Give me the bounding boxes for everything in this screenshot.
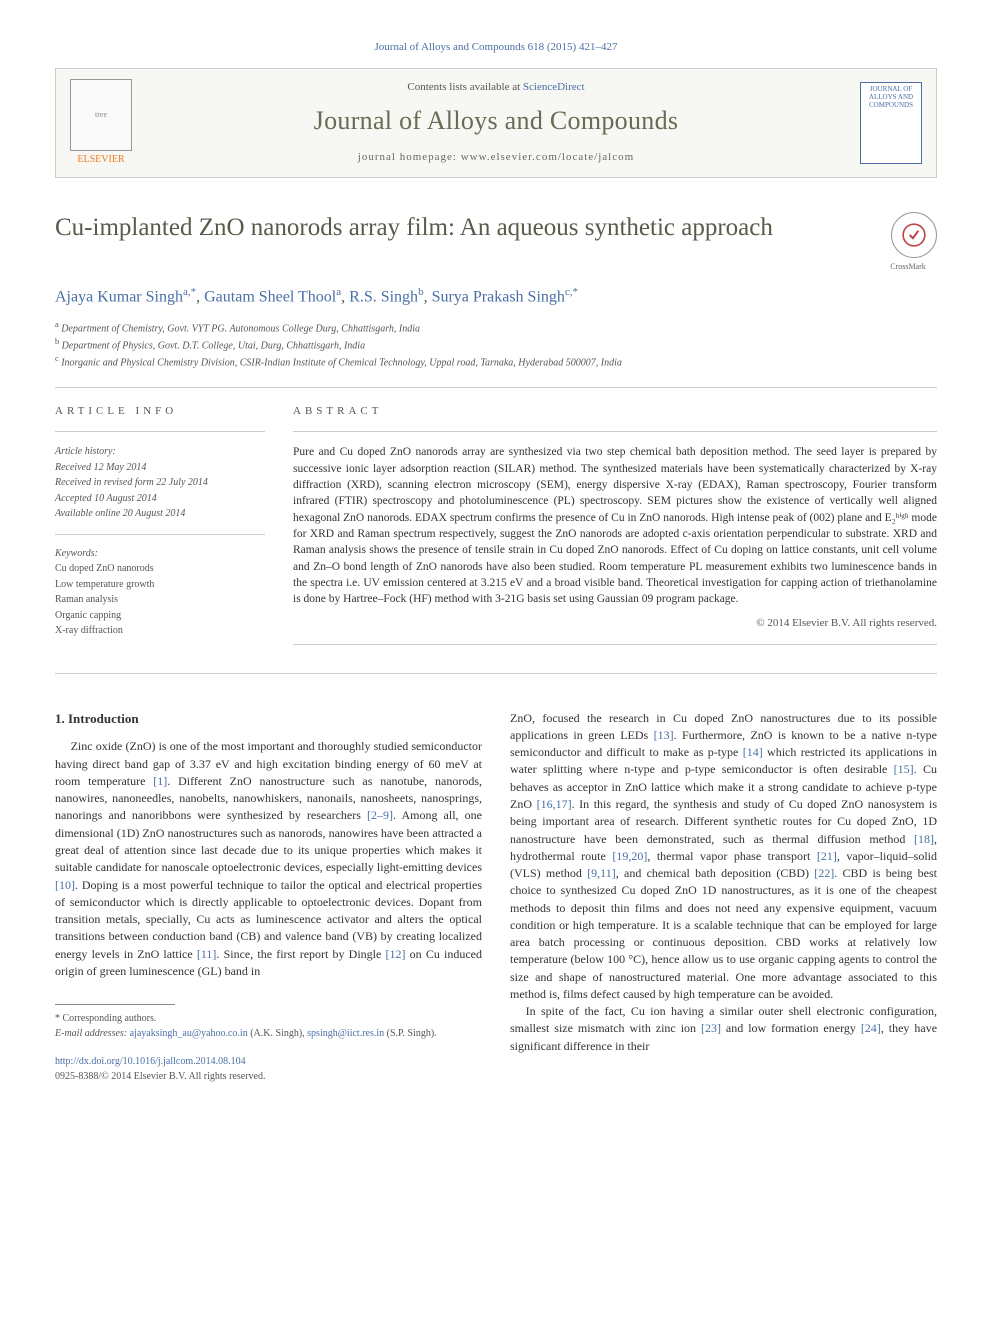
- abstract-label: ABSTRACT: [293, 404, 937, 420]
- journal-name: Journal of Alloys and Compounds: [132, 102, 860, 140]
- keyword-3: Raman analysis: [55, 592, 265, 608]
- cite-13[interactable]: [13]: [654, 728, 674, 742]
- abstract-divider-bottom: [293, 644, 937, 645]
- history-accepted: Accepted 10 August 2014: [55, 491, 265, 507]
- footnote-separator: [55, 1004, 175, 1005]
- cite-2-9[interactable]: [2–9]: [367, 808, 393, 822]
- author-3-sup: b: [418, 286, 424, 298]
- keywords-list: Cu doped ZnO nanorods Low temperature gr…: [55, 561, 265, 639]
- elsevier-block: tree ELSEVIER: [70, 79, 132, 168]
- crossmark-label: CrossMark: [879, 261, 937, 273]
- corresponding-label: * Corresponding authors.: [55, 1011, 482, 1026]
- cite-23[interactable]: [23]: [701, 1021, 721, 1035]
- authors-line: Ajaya Kumar Singha,*, Gautam Sheel Thool…: [55, 285, 937, 309]
- elsevier-tree-icon: tree: [70, 79, 132, 151]
- cite-15[interactable]: [15]: [894, 762, 914, 776]
- author-1-sup: a,*: [183, 286, 196, 298]
- intro-paragraph-1-cont: ZnO, focused the research in Cu doped Zn…: [510, 710, 937, 1004]
- email-line: E-mail addresses: ajayaksingh_au@yahoo.c…: [55, 1026, 482, 1041]
- keyword-1: Cu doped ZnO nanorods: [55, 561, 265, 577]
- author-2[interactable]: Gautam Sheel Thool: [204, 288, 336, 305]
- doi-link[interactable]: http://dx.doi.org/10.1016/j.jallcom.2014…: [55, 1056, 246, 1067]
- footer-issn: 0925-8388/© 2014 Elsevier B.V. All right…: [55, 1070, 482, 1084]
- author-1[interactable]: Ajaya Kumar Singh: [55, 288, 183, 305]
- author-4-sup: c,*: [565, 286, 578, 298]
- history-block: Article history: Received 12 May 2014 Re…: [55, 444, 265, 522]
- cite-12[interactable]: [12]: [386, 947, 406, 961]
- history-received: Received 12 May 2014: [55, 460, 265, 476]
- intro-paragraph-2: In spite of the fact, Cu ion having a si…: [510, 1003, 937, 1055]
- cite-24[interactable]: [24]: [861, 1021, 881, 1035]
- email-1[interactable]: ajayaksingh_au@yahoo.co.in: [130, 1028, 248, 1039]
- journal-homepage: journal homepage: www.elsevier.com/locat…: [132, 150, 860, 166]
- body-columns: 1. Introduction Zinc oxide (ZnO) is one …: [55, 710, 937, 1084]
- crossmark-icon: [891, 212, 937, 258]
- history-revised: Received in revised form 22 July 2014: [55, 475, 265, 491]
- cite-22[interactable]: [22]: [814, 866, 834, 880]
- abstract-column: ABSTRACT Pure and Cu doped ZnO nanorods …: [293, 404, 937, 657]
- elsevier-label: ELSEVIER: [70, 153, 132, 168]
- title-row: Cu-implanted ZnO nanorods array film: An…: [55, 212, 937, 273]
- section-1-heading: 1. Introduction: [55, 710, 482, 729]
- author-2-sup: a: [336, 286, 341, 298]
- abstract-text: Pure and Cu doped ZnO nanorods array are…: [293, 444, 937, 607]
- abstract-divider: [293, 431, 937, 432]
- cite-16-17[interactable]: [16,17]: [537, 797, 572, 811]
- cite-21[interactable]: [21]: [817, 849, 837, 863]
- cite-14[interactable]: [14]: [743, 745, 763, 759]
- body-column-right: ZnO, focused the research in Cu doped Zn…: [510, 710, 937, 1084]
- citation-link[interactable]: Journal of Alloys and Compounds 618 (201…: [375, 41, 618, 53]
- header-center: Contents lists available at ScienceDirec…: [132, 80, 860, 166]
- contents-list-line: Contents lists available at ScienceDirec…: [132, 80, 860, 96]
- info-abstract-row: ARTICLE INFO Article history: Received 1…: [55, 404, 937, 657]
- divider-top: [55, 387, 937, 388]
- info-divider-1: [55, 431, 265, 432]
- journal-header-bar: tree ELSEVIER Contents lists available a…: [55, 68, 937, 179]
- history-online: Available online 20 August 2014: [55, 506, 265, 522]
- crossmark-block[interactable]: CrossMark: [879, 212, 937, 273]
- cite-1[interactable]: [1]: [153, 774, 167, 788]
- author-4[interactable]: Surya Prakash Singh: [432, 288, 565, 305]
- journal-cover-thumbnail: JOURNAL OF ALLOYS AND COMPOUNDS: [860, 82, 922, 164]
- article-info-column: ARTICLE INFO Article history: Received 1…: [55, 404, 265, 657]
- divider-mid: [55, 673, 937, 674]
- cite-19-20[interactable]: [19,20]: [612, 849, 647, 863]
- cite-10[interactable]: [10]: [55, 878, 75, 892]
- footer-doi: http://dx.doi.org/10.1016/j.jallcom.2014…: [55, 1055, 482, 1069]
- history-label: Article history:: [55, 444, 265, 460]
- keyword-2: Low temperature growth: [55, 577, 265, 593]
- sciencedirect-link[interactable]: ScienceDirect: [523, 81, 585, 93]
- affiliations: a Department of Chemistry, Govt. VYT PG.…: [55, 319, 937, 371]
- cite-18[interactable]: [18]: [914, 832, 934, 846]
- homepage-url[interactable]: www.elsevier.com/locate/jalcom: [461, 151, 634, 163]
- keyword-4: Organic capping: [55, 608, 265, 624]
- affiliation-c: c Inorganic and Physical Chemistry Divis…: [55, 353, 937, 370]
- affiliation-b: b Department of Physics, Govt. D.T. Coll…: [55, 336, 937, 353]
- corresponding-footnote: * Corresponding authors. E-mail addresse…: [55, 1011, 482, 1041]
- info-divider-2: [55, 534, 265, 535]
- article-info-label: ARTICLE INFO: [55, 404, 265, 420]
- contents-prefix: Contents lists available at: [407, 81, 522, 93]
- keyword-5: X-ray diffraction: [55, 623, 265, 639]
- keywords-label: Keywords:: [55, 547, 265, 562]
- author-3[interactable]: R.S. Singh: [349, 288, 418, 305]
- header-citation: Journal of Alloys and Compounds 618 (201…: [55, 40, 937, 56]
- abstract-copyright: © 2014 Elsevier B.V. All rights reserved…: [293, 616, 937, 632]
- intro-paragraph-1: Zinc oxide (ZnO) is one of the most impo…: [55, 738, 482, 980]
- journal-cover-label: JOURNAL OF ALLOYS AND COMPOUNDS: [864, 86, 918, 109]
- article-title: Cu-implanted ZnO nanorods array film: An…: [55, 212, 879, 243]
- email-2[interactable]: spsingh@iict.res.in: [307, 1028, 384, 1039]
- body-column-left: 1. Introduction Zinc oxide (ZnO) is one …: [55, 710, 482, 1084]
- affiliation-a: a Department of Chemistry, Govt. VYT PG.…: [55, 319, 937, 336]
- homepage-prefix: journal homepage:: [358, 151, 461, 163]
- cite-11[interactable]: [11]: [197, 947, 217, 961]
- cite-9-11[interactable]: [9,11]: [587, 866, 616, 880]
